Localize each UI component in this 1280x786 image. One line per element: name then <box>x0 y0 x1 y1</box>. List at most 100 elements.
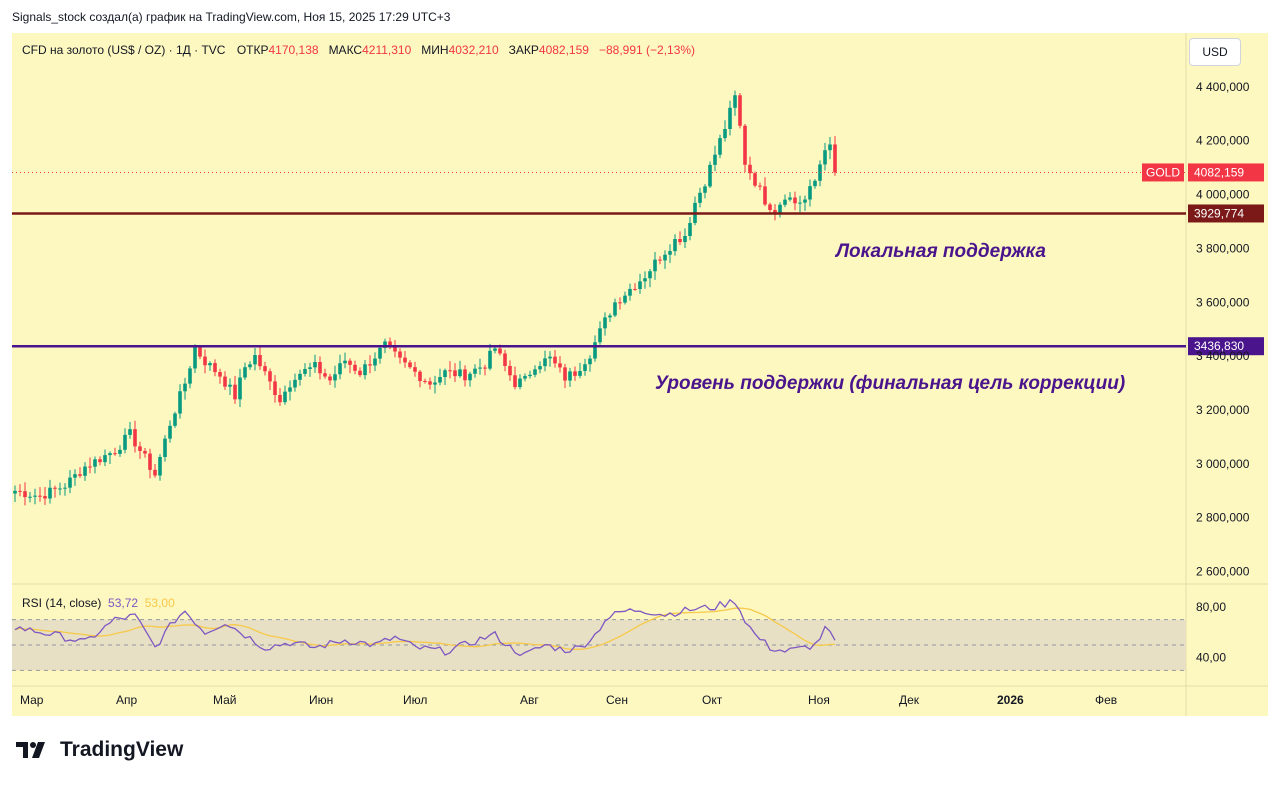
candle-body <box>338 363 342 375</box>
rsi-ma-value: 53,00 <box>144 596 175 610</box>
candle-body <box>568 371 572 381</box>
candle-body <box>403 357 407 363</box>
candle-body <box>733 95 737 108</box>
candle-body <box>93 459 97 467</box>
price-tick-label: 3 400,000 <box>1196 349 1250 363</box>
rsi-legend: RSI (14, close) 53,72 53,00 <box>22 596 175 610</box>
candle-body <box>763 186 767 205</box>
candle-body <box>583 364 587 371</box>
rsi-line <box>14 598 836 657</box>
candle-body <box>233 384 237 400</box>
candle-body <box>513 375 517 388</box>
candle-body <box>288 387 292 392</box>
candle-body <box>133 429 137 447</box>
candle-body <box>658 259 662 261</box>
candle-body <box>138 446 142 451</box>
candle-body <box>413 367 417 372</box>
candle-body <box>308 367 312 369</box>
candle-body <box>798 202 802 204</box>
candle-body <box>393 345 397 352</box>
candle-body <box>163 438 167 458</box>
candle-body <box>443 370 447 378</box>
month-label: Мар <box>20 693 44 707</box>
candle-body <box>293 379 297 388</box>
candle-body <box>63 487 67 489</box>
candle-body <box>228 384 232 387</box>
candle-body <box>188 368 192 384</box>
candle-body <box>223 376 227 387</box>
price-tick-label: 4 400,000 <box>1196 80 1250 94</box>
currency-button[interactable]: USD <box>1189 38 1241 66</box>
candle-body <box>538 366 542 370</box>
candle-body <box>73 474 77 478</box>
rsi-title: RSI (14, close) <box>22 596 102 610</box>
candle-body <box>13 490 17 494</box>
candle-body <box>88 466 92 468</box>
candle-body <box>608 315 612 318</box>
candle-body <box>738 95 742 126</box>
ohlc-change: −88,991 (−2,13%) <box>598 43 696 57</box>
candle-body <box>78 474 82 476</box>
candle-body <box>543 358 547 367</box>
month-label: Фев <box>1095 693 1117 707</box>
rsi-value: 53,72 <box>108 596 139 610</box>
ohlc-close-label: ЗАКР <box>508 43 539 57</box>
local_support-label-bg <box>1188 204 1264 223</box>
candle-body <box>828 144 832 151</box>
candle-body <box>103 455 107 463</box>
local-support-annotation: Локальная поддержка <box>836 241 1046 262</box>
candle-body <box>488 350 492 369</box>
rsi-ma-line <box>14 607 835 650</box>
candle-body <box>153 469 157 476</box>
candle-body <box>578 370 582 376</box>
candle-body <box>678 239 682 243</box>
month-label: Сен <box>606 693 628 707</box>
candle-body <box>333 374 337 381</box>
candle-body <box>418 371 422 381</box>
candle-body <box>478 367 482 369</box>
candle-body <box>323 373 327 377</box>
candle-body <box>598 328 602 343</box>
candle-body <box>363 364 367 376</box>
grid <box>12 33 1268 716</box>
tradingview-logo[interactable]: TradingView <box>14 738 183 762</box>
symbol-title: CFD на золото (US$ / OZ) · 1Д · TVC <box>22 43 226 57</box>
candle-body <box>648 271 652 279</box>
month-label: Окт <box>702 693 723 707</box>
ohlc-high-value: 4211,310 <box>362 43 412 57</box>
candle-body <box>128 429 132 435</box>
candle-body <box>218 372 222 377</box>
candle-body <box>263 366 267 372</box>
candle-body <box>808 186 812 200</box>
candle-body <box>58 488 62 490</box>
month-label: Май <box>213 693 237 707</box>
candle-body <box>173 413 177 426</box>
candle-body <box>23 491 27 498</box>
candle-body <box>108 453 112 456</box>
candle-body <box>373 358 377 366</box>
candle-body <box>613 302 617 316</box>
candle-body <box>638 281 642 290</box>
candle-body <box>303 368 307 374</box>
candle-body <box>773 209 777 215</box>
candle-body <box>178 391 182 414</box>
candle-body <box>203 356 207 366</box>
ohlc-high-label: МАКС <box>328 43 363 57</box>
candle-body <box>698 192 702 203</box>
candle-body <box>33 495 37 497</box>
candle-body <box>283 391 287 403</box>
symbol-tag-label: GOLD <box>1146 165 1180 179</box>
price-tick-label: 3 600,000 <box>1196 295 1250 309</box>
candle-body <box>753 173 757 186</box>
month-label: 2026 <box>997 693 1024 707</box>
candle-body <box>53 487 57 489</box>
candle-body <box>813 180 817 187</box>
candle-body <box>28 496 32 498</box>
candle-body <box>213 363 217 373</box>
candle-body <box>563 367 567 381</box>
tradingview-wordmark: TradingView <box>60 738 184 761</box>
candle-body <box>193 347 197 369</box>
candle-body <box>518 378 522 388</box>
price-tick-label: 2 800,000 <box>1196 511 1250 525</box>
